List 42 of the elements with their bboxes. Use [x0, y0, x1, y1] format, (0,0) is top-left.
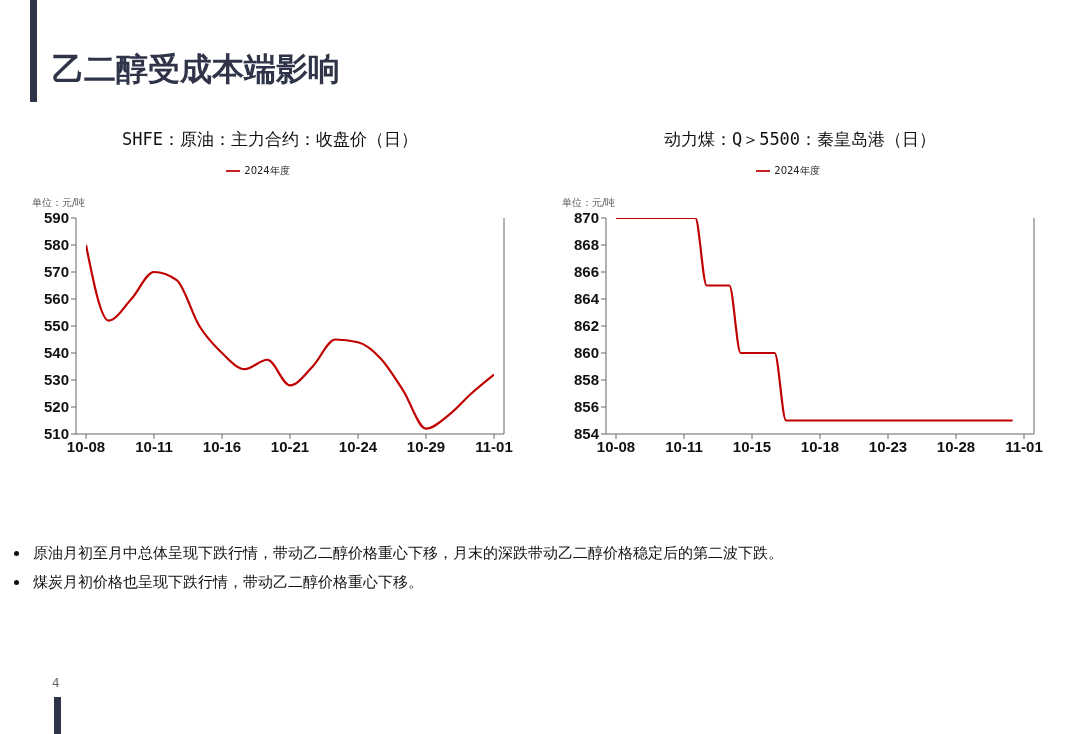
x-tick-label: 10-28	[936, 437, 976, 455]
x-tick-label: 10-24	[338, 437, 378, 455]
y-tick-label: 560	[43, 290, 69, 308]
y-tick-label: 858	[573, 371, 599, 389]
y-tick-label: 870	[573, 209, 599, 227]
line-series	[86, 243, 494, 430]
y-tick-label: 520	[43, 398, 69, 416]
y-tick-label: 530	[43, 371, 69, 389]
x-tick-label: 10-29	[406, 437, 446, 455]
chart-title: 动力煤：Q＞5500：秦皇岛港（日）	[662, 128, 938, 151]
y-tick-label: 866	[573, 263, 599, 281]
text: 原油月初至月中总体呈现下跌行情，带动乙二醇价格重心下移，月末的深跌带动乙二醇价格稳定后的第二波下跌。	[33, 544, 783, 562]
chart-title: SHFE：原油：主力合约：收盘价（日）	[121, 128, 419, 151]
x-tick-label: 10-18	[800, 437, 840, 455]
x-tick-label: 10-23	[868, 437, 908, 455]
legend-label: 2024年度	[244, 165, 290, 176]
y-tick-label: 580	[43, 236, 69, 254]
text: 煤炭月初价格也呈现下跌行情，带动乙二醇价格重心下移。	[33, 573, 423, 591]
x-tick-label: 10-21	[270, 437, 310, 455]
y-tick-label: 570	[43, 263, 69, 281]
y-tick-label: 550	[43, 317, 69, 335]
x-tick-label: 11-01	[475, 437, 513, 455]
x-tick-label: 10-16	[202, 437, 242, 455]
y-tick-label: 862	[573, 317, 599, 335]
legend-label: 2024年度	[774, 165, 820, 176]
text: 乙二醇受成本端影响	[52, 49, 340, 90]
y-tick-label: 860	[573, 344, 599, 362]
y-tick-label: 540	[43, 344, 69, 362]
x-tick-label: 10-15	[732, 437, 772, 455]
y-tick-label: 510	[43, 425, 69, 443]
line-series	[616, 218, 1014, 422]
y-tick-label: 868	[573, 236, 599, 254]
y-tick-label: 854	[573, 425, 600, 443]
text: 单位：元/吨	[562, 196, 616, 210]
x-tick-label: 10-11	[135, 437, 173, 455]
x-tick-label: 11-01	[1005, 437, 1043, 455]
y-tick-label: 590	[43, 209, 69, 227]
x-tick-label: 10-11	[665, 437, 703, 455]
text: 单位：元/吨	[32, 196, 86, 210]
y-tick-label: 864	[573, 290, 600, 308]
y-tick-label: 856	[573, 398, 599, 416]
text: 4	[52, 676, 60, 690]
